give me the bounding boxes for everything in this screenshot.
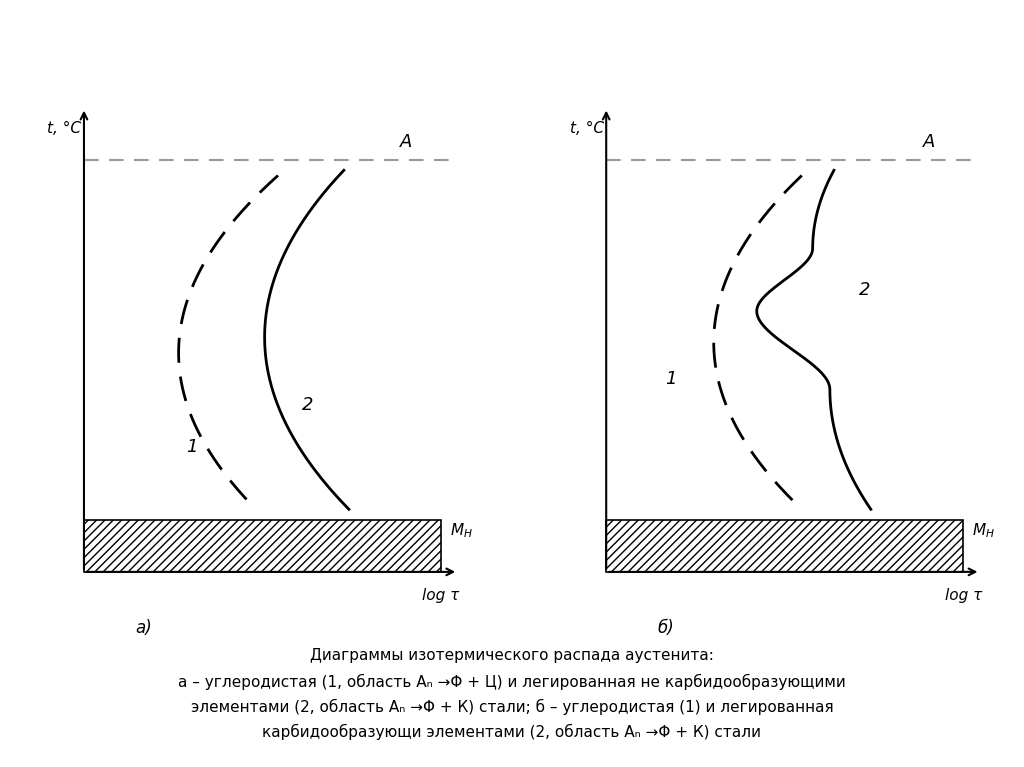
Text: 1: 1 xyxy=(665,370,677,388)
Text: а – углеродистая (1, область Aₙ →Φ + Ц) и легированная не карбидообразующими: а – углеродистая (1, область Aₙ →Φ + Ц) … xyxy=(178,673,846,690)
Text: log τ: log τ xyxy=(422,588,460,603)
Text: A: A xyxy=(923,133,935,150)
Text: Диаграммы изотермического распада аустенита:: Диаграммы изотермического распада аустен… xyxy=(310,648,714,663)
Text: t, °C: t, °C xyxy=(569,121,604,136)
Text: а): а) xyxy=(135,619,152,637)
Bar xyxy=(84,520,441,572)
Text: A: A xyxy=(400,133,413,150)
Text: $M_H$: $M_H$ xyxy=(972,521,994,539)
Text: $M_H$: $M_H$ xyxy=(450,521,472,539)
Text: б): б) xyxy=(657,619,674,637)
Text: 1: 1 xyxy=(185,438,198,456)
Bar xyxy=(606,520,964,572)
Text: log τ: log τ xyxy=(944,588,982,603)
Text: элементами (2, область Aₙ →Φ + К) стали; б – углеродистая (1) и легированная: элементами (2, область Aₙ →Φ + К) стали;… xyxy=(190,699,834,715)
Text: карбидообразующи элементами (2, область Aₙ →Φ + К) стали: карбидообразующи элементами (2, область … xyxy=(262,724,762,740)
Text: 2: 2 xyxy=(302,396,313,414)
Text: 2: 2 xyxy=(858,281,870,299)
Text: t, °C: t, °C xyxy=(47,121,82,136)
